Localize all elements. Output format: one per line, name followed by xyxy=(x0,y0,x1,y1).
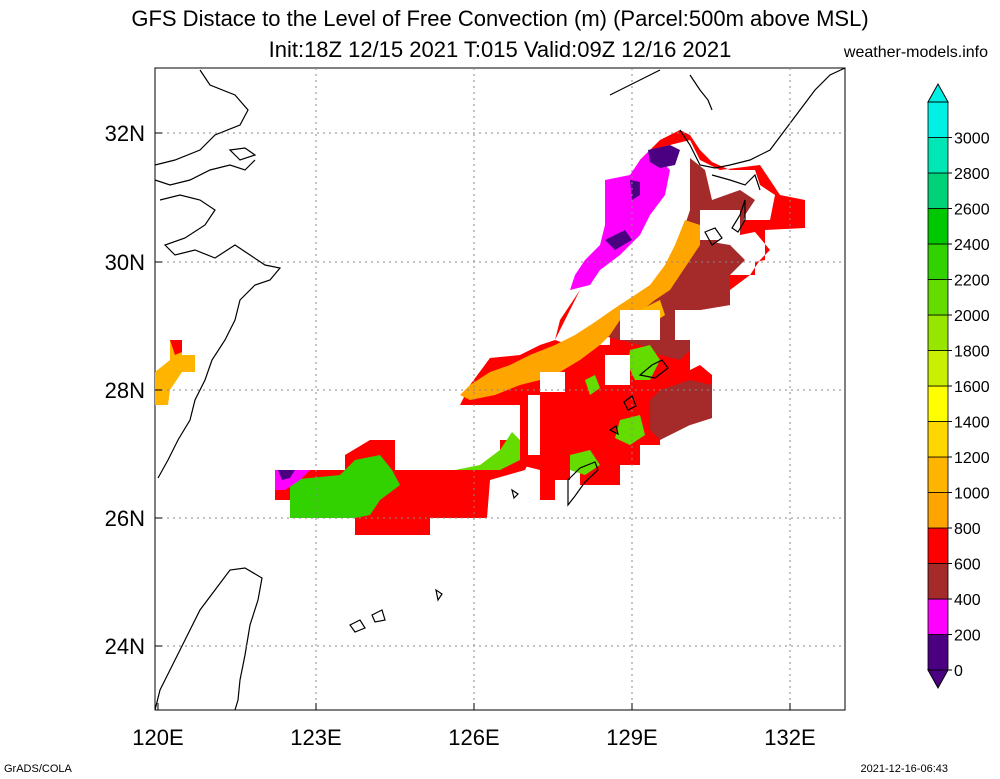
lon-tick-label: 129E xyxy=(606,725,657,750)
colorbar-label: 1200 xyxy=(954,450,990,467)
colorbar-label: 400 xyxy=(954,592,981,609)
lon-tick-label: 123E xyxy=(290,725,341,750)
coastlines xyxy=(154,67,846,711)
colorbar-over-arrow xyxy=(927,82,949,103)
colorbar-label: 1400 xyxy=(954,415,990,432)
colorbar-segment xyxy=(927,208,949,245)
lat-tick-label: 30N xyxy=(105,250,145,275)
colorbar-segment xyxy=(927,314,949,351)
colorbar: 0 200 400 600 800 1000 1200 1400 1600 1800 2000 220… xyxy=(927,82,990,690)
colorbar-label: 800 xyxy=(954,521,981,538)
colorbar-segment xyxy=(927,527,949,564)
colorbar-segment xyxy=(927,563,949,600)
colorbar-segment xyxy=(927,137,949,174)
title-line-1: GFS Distace to the Level of Free Convect… xyxy=(131,6,869,31)
colorbar-label: 2800 xyxy=(954,166,990,183)
colorbar-label: 0 xyxy=(954,663,963,680)
lon-tick-label: 132E xyxy=(764,725,815,750)
colorbar-label: 1000 xyxy=(954,486,990,503)
colorbar-segment xyxy=(927,456,949,493)
footer-left: GrADS/COLA xyxy=(4,763,72,775)
lon-tick-label: 120E xyxy=(132,725,183,750)
colorbar-segment xyxy=(927,243,949,280)
colorbar-label: 2600 xyxy=(954,202,990,219)
colorbar-label: 1600 xyxy=(954,379,990,396)
title-line-2: Init:18Z 12/15 2021 T:015 Valid:09Z 12/1… xyxy=(268,37,732,62)
tick-marks xyxy=(155,132,791,710)
footer-right: 2021-12-16-06:43 xyxy=(860,763,948,775)
lat-tick-label: 28N xyxy=(105,378,145,403)
colorbar-label: 2400 xyxy=(954,237,990,254)
colorbar-label: 600 xyxy=(954,557,981,574)
site-credit: weather-models.info xyxy=(843,44,988,61)
lat-tick-label: 32N xyxy=(105,121,145,146)
colorbar-segment xyxy=(927,598,949,635)
colorbar-label: 200 xyxy=(954,628,981,645)
colorbar-label: 2000 xyxy=(954,308,990,325)
colorbar-segment xyxy=(927,634,949,671)
lon-tick-label: 126E xyxy=(448,725,499,750)
colorbar-segment xyxy=(927,350,949,387)
colorbar-segment xyxy=(927,421,949,458)
colorbar-segment xyxy=(927,279,949,316)
lat-tick-label: 26N xyxy=(105,506,145,531)
colorbar-segment xyxy=(927,172,949,209)
colorbar-segment xyxy=(927,385,949,422)
graticule xyxy=(155,68,845,710)
colorbar-under-arrow xyxy=(927,669,949,690)
colorbar-label: 3000 xyxy=(954,131,990,148)
colorbar-label: 2200 xyxy=(954,273,990,290)
colorbar-segment xyxy=(927,101,949,138)
colorbar-label: 1800 xyxy=(954,344,990,361)
lat-tick-label: 24N xyxy=(105,634,145,659)
colorbar-segment xyxy=(927,492,949,529)
